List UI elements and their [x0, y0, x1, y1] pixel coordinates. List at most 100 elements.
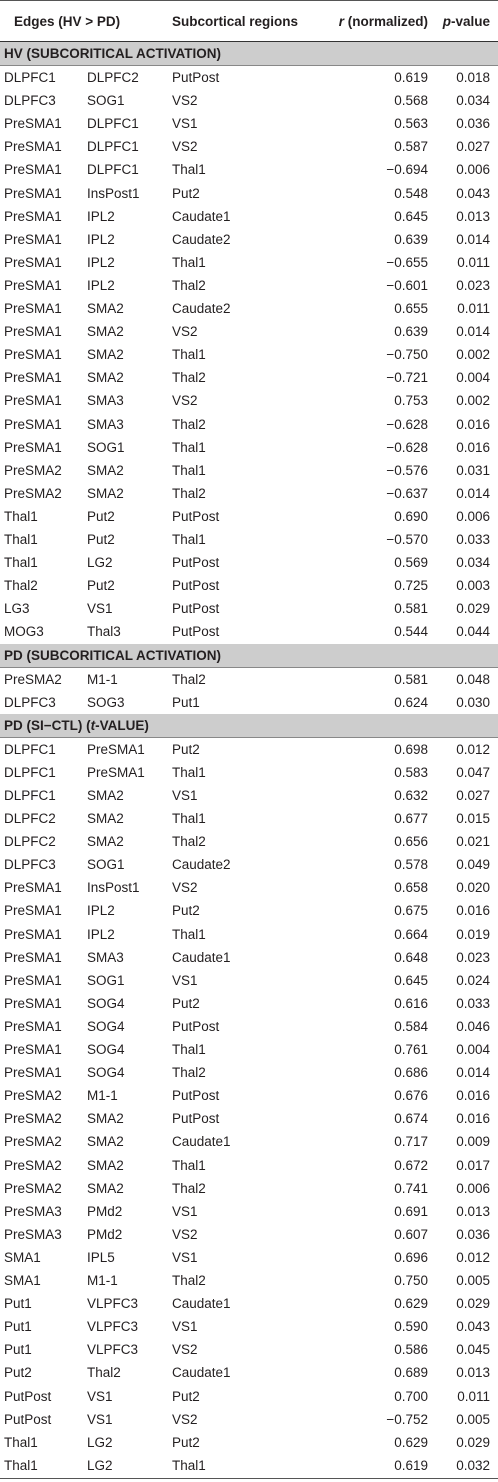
cell: 0.033 — [456, 532, 490, 547]
cell: 0.002 — [456, 393, 490, 409]
cell: 0.629 — [394, 1434, 428, 1450]
data-row: Thal2 Put2 PutPost 0.725 0.003 — [0, 574, 498, 597]
cell: −0.628 — [386, 416, 428, 432]
cell: 0.696 — [394, 1249, 428, 1265]
cell: 0.676 — [394, 1088, 428, 1104]
cell: VS1 — [172, 1249, 198, 1265]
cell: InsPost1 — [87, 880, 140, 896]
cell: 0.568 — [394, 93, 428, 109]
cell: SOG4 — [87, 1018, 125, 1034]
cell: 0.011 — [457, 1388, 490, 1404]
data-row: DLPFC3 SOG1 VS2 0.568 0.034 — [0, 89, 498, 112]
cell: Put2 — [172, 995, 200, 1011]
cell: PMd2 — [87, 1226, 123, 1242]
section-header: PD (SUBCORITICAL ACTIVATION) — [0, 643, 498, 668]
cell: Thal2 — [172, 277, 206, 293]
cell: 0.049 — [456, 857, 490, 873]
cell: PreSMA1 — [4, 347, 62, 363]
data-row: PreSMA1 SOG4 Thal1 0.761 0.004 — [0, 1038, 498, 1061]
cell: SOG4 — [87, 1065, 125, 1081]
cell: SMA2 — [87, 462, 124, 478]
cell: SMA2 — [87, 811, 124, 826]
cell: Caudate1 — [172, 949, 231, 965]
cell: PutPost — [172, 1088, 220, 1104]
cell: Put1 — [4, 1342, 32, 1358]
data-row: PreSMA1 IPL2 Caudate1 0.645 0.013 — [0, 205, 498, 228]
data-row: LG3 VS1 PutPost 0.581 0.029 — [0, 597, 498, 620]
cell: Thal1 — [172, 1042, 206, 1057]
text-part: HV (SUBCORITICAL ACTIVATION) — [4, 46, 221, 61]
cell: PMd2 — [87, 1203, 123, 1219]
cell: Thal2 — [172, 671, 206, 687]
column-header: Edges (HV > PD) — [14, 1, 120, 43]
cell: 0.648 — [394, 949, 428, 965]
cell: PreSMA1 — [4, 1042, 62, 1057]
text-part: r — [338, 14, 344, 29]
data-row: PreSMA2 SMA2 PutPost 0.674 0.016 — [0, 1107, 498, 1130]
cell: 0.006 — [456, 1180, 490, 1196]
cell: −0.576 — [386, 462, 428, 478]
data-row: PreSMA1 SOG1 Thal1 −0.628 0.016 — [0, 436, 498, 459]
cell: PreSMA1 — [4, 1065, 62, 1081]
cell: PreSMA2 — [4, 1134, 62, 1150]
cell: 0.013 — [456, 208, 490, 224]
cell: 0.003 — [456, 578, 490, 594]
cell: SMA2 — [87, 1157, 124, 1173]
cell: Thal2 — [4, 578, 38, 594]
cell: VS1 — [87, 1388, 113, 1404]
cell: PreSMA3 — [4, 1203, 62, 1219]
cell: PreSMA2 — [4, 1180, 62, 1196]
cell: SMA2 — [87, 324, 124, 340]
column-header: p-value — [443, 1, 490, 43]
text-part: PD (SUBCORITICAL ACTIVATION) — [4, 647, 221, 663]
cell: Thal2 — [172, 416, 206, 432]
cell: 0.014 — [456, 231, 490, 247]
cell: Thal1 — [172, 926, 206, 942]
cell: DLPFC1 — [4, 787, 56, 803]
cell: VS2 — [172, 1226, 198, 1242]
cell: −0.628 — [386, 439, 428, 455]
data-row: PreSMA1 SMA3 VS2 0.753 0.002 — [0, 389, 498, 412]
cell: 0.016 — [456, 439, 490, 455]
cell: Caudate2 — [172, 231, 231, 247]
cell: Thal1 — [4, 1434, 38, 1450]
cell: SMA2 — [87, 787, 124, 803]
data-row: MOG3 Thal3 PutPost 0.544 0.044 — [0, 620, 498, 643]
data-row: PreSMA1 IPL2 Put2 0.675 0.016 — [0, 899, 498, 922]
data-row: PreSMA3 PMd2 VS1 0.691 0.013 — [0, 1200, 498, 1223]
cell: 0.645 — [394, 208, 428, 224]
cell: Thal1 — [4, 1457, 38, 1473]
column-header: Subcortical regions — [172, 1, 298, 43]
cell: Thal2 — [172, 370, 206, 386]
cell: 0.639 — [394, 324, 428, 340]
cell: PutPost — [4, 1388, 52, 1404]
cell: 0.750 — [394, 1273, 428, 1288]
column-header: r (normalized) — [339, 1, 428, 43]
cell: SMA1 — [4, 1273, 41, 1288]
data-row: Put2 Thal2 Caudate1 0.689 0.013 — [0, 1361, 498, 1384]
data-row: PreSMA1 DLPFC1 VS2 0.587 0.027 — [0, 135, 498, 158]
cell: 0.664 — [394, 926, 428, 942]
cell: IPL2 — [87, 231, 115, 247]
cell: IPL2 — [87, 277, 115, 293]
cell: 0.698 — [394, 741, 428, 757]
cell: DLPFC1 — [87, 162, 139, 178]
cell: VS2 — [172, 139, 198, 155]
cell: Caudate1 — [172, 208, 231, 224]
data-row: Thal1 LG2 PutPost 0.569 0.034 — [0, 551, 498, 574]
data-row: PreSMA1 SOG1 VS1 0.645 0.024 — [0, 969, 498, 992]
cell: PutPost — [172, 601, 220, 617]
cell: PreSMA1 — [4, 439, 62, 455]
cell: 0.033 — [456, 995, 490, 1011]
cell: 0.020 — [456, 880, 490, 896]
data-row: Put1 VLPFC3 VS1 0.590 0.043 — [0, 1315, 498, 1338]
cell: Thal2 — [172, 1065, 206, 1081]
cell: 0.619 — [394, 70, 428, 85]
cell: 0.629 — [394, 1296, 428, 1312]
cell: 0.019 — [456, 926, 490, 942]
cell: DLPFC2 — [4, 834, 56, 850]
cell: Caudate1 — [172, 1365, 231, 1381]
text-part: Edges (HV > PD) — [14, 14, 121, 29]
